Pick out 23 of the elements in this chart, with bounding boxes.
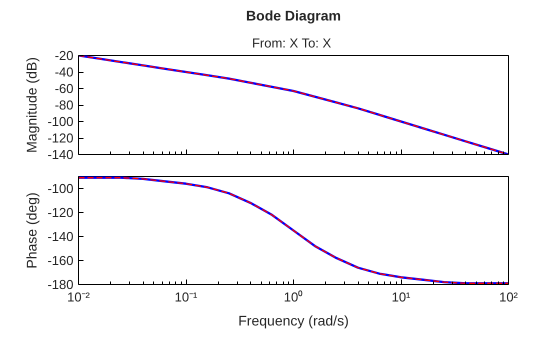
- y-tick-label: -20: [54, 48, 74, 63]
- x-tick-label: 10⁻¹: [174, 290, 198, 304]
- y-tick-label: -120: [47, 205, 74, 220]
- y-tick-label: -160: [47, 253, 74, 268]
- y-tick-label: -100: [47, 181, 74, 196]
- x-tick-label: 10²: [499, 290, 519, 304]
- y-tick-label: -40: [54, 64, 74, 80]
- y-tick-label: -80: [54, 98, 74, 112]
- x-tick-label: 10⁰: [284, 290, 304, 304]
- y-axis-title: Magnitude (dB): [23, 57, 40, 153]
- x-tick-label: 10¹: [392, 290, 412, 304]
- y-tick-label: -180: [47, 277, 74, 292]
- y-tick-label: -120: [47, 130, 74, 146]
- y-tick-label: -100: [47, 114, 74, 129]
- y-tick-label: -140: [47, 229, 74, 244]
- chart-title: Bode Diagram: [246, 8, 341, 24]
- line-series: [78, 56, 508, 154]
- x-tick-label: 10⁻²: [67, 290, 91, 304]
- chart-subtitle: From: X To: X: [252, 36, 332, 50]
- y-tick-label: -60: [54, 81, 74, 96]
- y-axis-title: Phase (deg): [23, 192, 40, 269]
- x-axis-title: Frequency (rad/s): [238, 312, 349, 328]
- y-tick-label: -140: [47, 147, 74, 162]
